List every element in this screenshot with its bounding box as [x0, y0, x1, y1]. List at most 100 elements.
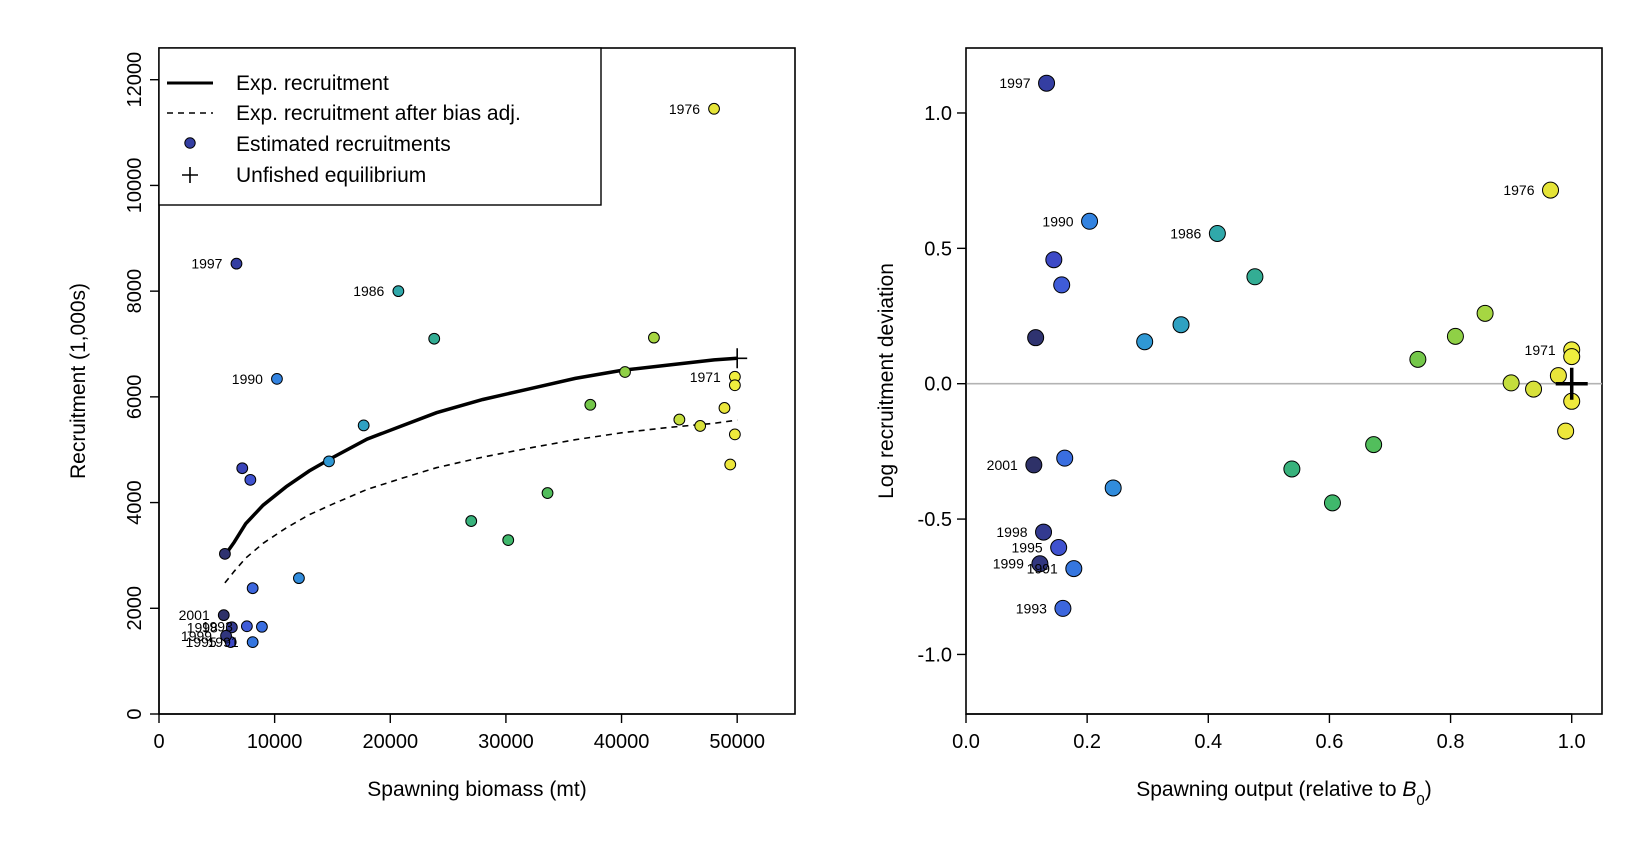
data-point [244, 473, 257, 486]
x-tick-label: 30000 [478, 731, 534, 753]
data-point [1081, 212, 1099, 230]
data-point [357, 419, 370, 432]
unfished-equilibrium-marker [1555, 367, 1588, 400]
data-point [541, 487, 554, 499]
x-tick-label: 10000 [247, 731, 303, 753]
data-point [293, 572, 305, 585]
data-point [1549, 367, 1567, 385]
left-y-axis: 0 2000 4000 6000 8000 10000 12000 [124, 52, 160, 720]
point-label: 1971 [1525, 342, 1556, 358]
data-point [1365, 436, 1383, 454]
data-point [240, 620, 253, 633]
data-point [230, 257, 243, 270]
legend-item-estimated-recruitments: Estimated recruitments [236, 133, 451, 156]
point-label: 1986 [1170, 225, 1201, 241]
data-point [1563, 348, 1581, 366]
point-label: 1990 [1042, 213, 1073, 229]
data-point [1065, 560, 1083, 578]
point-label: 1999 [181, 628, 212, 644]
x-tick-label: 0.4 [1194, 731, 1222, 753]
point-label: 1998 [996, 524, 1027, 540]
unfished-equilibrium-marker [727, 348, 748, 369]
y-tick-label: 0.5 [924, 238, 952, 260]
data-point [619, 366, 631, 378]
data-point [246, 582, 259, 595]
legend-item-exp-recruitment-bias-adj: Exp. recruitment after bias adj. [236, 102, 521, 125]
data-point [465, 515, 478, 527]
point-label: 1990 [232, 371, 263, 387]
point-label: 1976 [1503, 182, 1534, 198]
data-point [694, 420, 707, 432]
data-point [648, 331, 660, 344]
y-tick-label: 6000 [124, 375, 146, 420]
x-tick-label: 0.6 [1316, 731, 1344, 753]
right-y-axis: -1.0 -0.5 0.0 0.5 1.0 [918, 103, 967, 666]
data-point [1246, 268, 1264, 286]
right-year-labels: 1971 1976 1986 1990 1991 1993 1995 1997 1998 1999… [987, 75, 1556, 616]
data-point [584, 398, 597, 411]
right-y-axis-title: Log recruitment deviation [875, 263, 898, 499]
data-point [246, 636, 259, 649]
data-point [236, 462, 249, 475]
data-point [1053, 276, 1071, 294]
point-label: 1995 [1012, 540, 1043, 556]
data-point [1323, 494, 1341, 512]
data-point [1054, 599, 1072, 617]
data-point [323, 455, 335, 468]
point-label: 1997 [999, 75, 1030, 91]
data-point [708, 102, 720, 115]
left-y-axis-title: Recruitment (1,000s) [67, 283, 90, 479]
data-point [1045, 251, 1063, 269]
left-x-axis-title: Spawning biomass (mt) [367, 778, 586, 801]
data-point [1476, 304, 1494, 322]
data-point [728, 379, 741, 392]
point-label: 1998 [187, 619, 218, 635]
x-tick-label: 0.0 [952, 731, 980, 753]
data-point [502, 534, 515, 546]
left-x-axis: 0 10000 20000 30000 40000 50000 [153, 713, 765, 753]
left-panel: 0 10000 20000 30000 40000 50000 0 2000 4000 6000… [67, 47, 796, 801]
data-point [1136, 333, 1154, 351]
point-label: 1993 [202, 618, 233, 634]
data-point [225, 621, 238, 634]
left-points [217, 102, 741, 649]
point-label: 1971 [690, 369, 721, 385]
legend-box [158, 47, 602, 206]
right-x-axis: 0.0 0.2 0.4 0.6 0.8 1.0 [952, 713, 1586, 753]
data-point [428, 332, 441, 345]
legend-dot-icon [184, 137, 196, 149]
data-point [1502, 374, 1520, 392]
data-point [1050, 539, 1068, 556]
data-point [1038, 74, 1056, 92]
data-point [1446, 327, 1464, 345]
data-point [1035, 523, 1053, 541]
x-tick-label: 1.0 [1558, 731, 1586, 753]
x-tick-label: 20000 [362, 731, 418, 753]
left-curves [223, 348, 748, 584]
y-tick-label: -1.0 [918, 644, 952, 666]
x-tick-label: 0 [153, 731, 164, 753]
legend-item-exp-recruitment: Exp. recruitment [236, 72, 389, 95]
expected-recruitment-curve [223, 356, 738, 557]
data-point [724, 458, 737, 471]
data-point [1525, 380, 1543, 398]
data-point [1409, 350, 1427, 368]
point-label: 2001 [179, 607, 210, 623]
x-tick-label: 0.2 [1073, 731, 1101, 753]
data-point [219, 547, 231, 560]
data-point [217, 609, 230, 622]
point-label: 1993 [1016, 600, 1047, 616]
data-point [1542, 181, 1560, 199]
data-point [1104, 479, 1122, 497]
y-tick-label: 10000 [124, 158, 146, 214]
data-point [1025, 456, 1043, 474]
right-panel: 0.0 0.2 0.4 0.6 0.8 1.0 -1.0 -0.5 0.0 0.5 1.0 197… [875, 47, 1603, 809]
point-label: 1976 [669, 101, 700, 117]
x-tick-label: 0.8 [1437, 731, 1465, 753]
data-point [1208, 224, 1226, 242]
right-points [1025, 74, 1581, 617]
data-point [392, 285, 405, 298]
y-tick-label: 1.0 [924, 103, 952, 125]
